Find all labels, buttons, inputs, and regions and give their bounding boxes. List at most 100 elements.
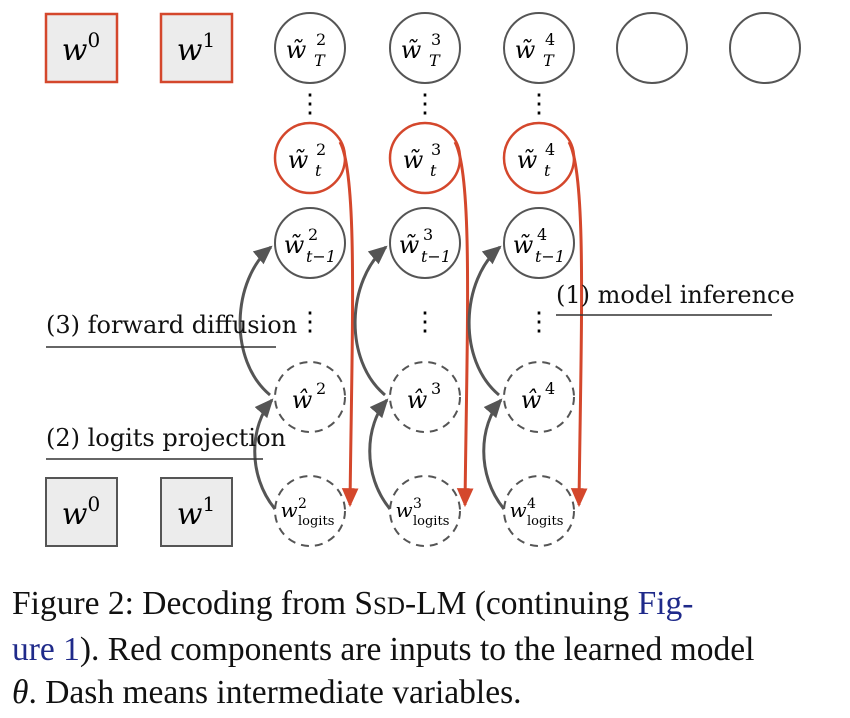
column-3: w̃ 3 T ⋮ w̃ 3 t w̃ 3 t−1 ⋮ ŵ 3 w 3 logit… (388, 12, 462, 547)
svg-text:2: 2 (298, 496, 307, 512)
figure-1-link-part1[interactable]: Fig- (637, 585, 694, 622)
svg-text:3: 3 (431, 30, 441, 49)
svg-text:w: w (509, 498, 526, 522)
node-w-logits-3 (389, 475, 461, 547)
label-forward-diffusion: (3) forward diffusion (46, 311, 297, 339)
forward-diffusion-arrow-4 (467, 245, 502, 397)
svg-text:ŵ: ŵ (521, 386, 542, 414)
svg-text:T: T (543, 51, 555, 70)
caption-model-s: S (354, 585, 374, 622)
node-w-hat-3 (389, 361, 461, 433)
top-box-w0: w0 (44, 12, 119, 84)
svg-text:w̃: w̃ (288, 146, 309, 174)
svg-text:logits: logits (527, 514, 563, 529)
svg-text:w0: w0 (62, 28, 100, 68)
svg-text:w̃: w̃ (515, 36, 536, 64)
forward-diffusion-arrow-3 (353, 245, 388, 397)
node-w-tilde-t-4 (502, 121, 576, 195)
node-w-tilde-t-2 (273, 121, 347, 195)
label-logits-projection: (2) logits projection (46, 424, 286, 452)
caption-theta: θ (12, 674, 29, 711)
node-w-tilde-t-minus-1-4 (503, 207, 575, 279)
forward-diffusion-arrow-2 (238, 245, 273, 397)
node-w-tilde-t-3 (388, 121, 462, 195)
svg-text:3: 3 (431, 140, 441, 159)
svg-text:4: 4 (527, 496, 536, 512)
top-box-w1: w1 (159, 12, 234, 84)
svg-text:T: T (429, 51, 441, 70)
svg-text:4: 4 (537, 225, 547, 244)
svg-text:4: 4 (545, 140, 555, 159)
caption-model-sd: SD (373, 593, 405, 620)
logits-projection-arrow-2 (253, 398, 277, 510)
node-w-tilde-T-4 (503, 12, 575, 84)
ellipsis-mid-2: ⋮ (297, 307, 323, 337)
figure-caption: Figure 2: Decoding from SSD-LM (continui… (12, 582, 842, 714)
svg-text:t: t (544, 161, 551, 180)
node-w-tilde-T-3 (389, 12, 461, 84)
svg-text:t−1: t−1 (535, 247, 565, 266)
svg-text:ŵ: ŵ (292, 386, 313, 414)
diagram: w0 w1 w0 w1 w̃ 2 T ⋮ w̃ 2 t w̃ 2 t−1 ⋮ (44, 12, 801, 547)
bottom-box-w0: w0 (45, 477, 118, 547)
svg-text:t: t (430, 161, 437, 180)
svg-text:ŵ: ŵ (407, 386, 428, 414)
svg-text:w̃: w̃ (517, 146, 538, 174)
svg-text:2: 2 (316, 30, 326, 49)
svg-text:w̃: w̃ (401, 36, 422, 64)
caption-model-suffix: -LM (continuing (405, 585, 638, 622)
svg-text:w̃: w̃ (286, 36, 307, 64)
node-w-hat-2 (274, 361, 346, 433)
svg-text:w1: w1 (177, 28, 215, 68)
svg-text:w1: w1 (177, 492, 215, 532)
svg-text:4: 4 (545, 379, 555, 398)
caption-body: ). Red components are inputs to the lear… (79, 631, 755, 668)
ellipsis-top-4: ⋮ (526, 89, 552, 119)
node-w-logits-4 (503, 475, 575, 547)
svg-text:2: 2 (308, 225, 318, 244)
column-2: w̃ 2 T ⋮ w̃ 2 t w̃ 2 t−1 ⋮ ŵ 2 w 2 logit… (273, 12, 347, 547)
svg-text:w: w (395, 498, 412, 522)
svg-text:logits: logits (413, 514, 449, 529)
svg-text:w̃: w̃ (284, 231, 305, 259)
ellipsis-top-2: ⋮ (297, 89, 323, 119)
node-w-tilde-T-2 (274, 12, 346, 84)
node-w-logits-2 (274, 475, 346, 547)
svg-text:w: w (280, 498, 297, 522)
node-w-tilde-t-minus-1-2 (274, 207, 346, 279)
inference-arrow-3 (453, 141, 474, 508)
svg-text:w̃: w̃ (399, 231, 420, 259)
logits-projection-arrow-3 (368, 398, 392, 510)
svg-text:w̃: w̃ (403, 146, 424, 174)
column-4: w̃ 4 T ⋮ w̃ 4 t w̃ 4 t−1 ⋮ ŵ 4 w 4 logit… (502, 12, 576, 547)
svg-text:3: 3 (413, 496, 422, 512)
diagram-canvas: w0 w1 w0 w1 w̃ 2 T ⋮ w̃ 2 t w̃ 2 t−1 ⋮ (44, 12, 801, 547)
svg-text:T: T (314, 51, 326, 70)
caption-prefix: Figure 2: Decoding from (12, 585, 355, 622)
svg-text:3: 3 (431, 379, 441, 398)
label-model-inference: (1) model inference (556, 281, 795, 309)
svg-text:4: 4 (545, 30, 555, 49)
svg-text:2: 2 (316, 140, 326, 159)
node-w-hat-4 (503, 361, 575, 433)
svg-text:t−1: t−1 (306, 247, 336, 266)
empty-node-6 (729, 12, 801, 84)
node-w-tilde-t-minus-1-3 (389, 207, 461, 279)
inference-arrow-4 (567, 141, 588, 508)
figure-1-link-part2[interactable]: ure 1 (12, 631, 80, 668)
empty-node-5 (616, 12, 688, 84)
svg-text:logits: logits (298, 514, 334, 529)
caption-final: . Dash means intermediate variables. (28, 674, 522, 711)
svg-text:w̃: w̃ (513, 231, 534, 259)
svg-text:t−1: t−1 (421, 247, 451, 266)
logits-projection-arrow-4 (482, 398, 506, 510)
svg-text:3: 3 (423, 225, 433, 244)
svg-text:w0: w0 (62, 492, 100, 532)
inference-arrow-2 (338, 141, 359, 508)
ellipsis-mid-4: ⋮ (526, 307, 552, 337)
ellipsis-top-3: ⋮ (412, 89, 438, 119)
ellipsis-mid-3: ⋮ (412, 307, 438, 337)
bottom-box-w1: w1 (160, 477, 233, 547)
svg-text:t: t (315, 161, 322, 180)
svg-text:2: 2 (316, 379, 326, 398)
